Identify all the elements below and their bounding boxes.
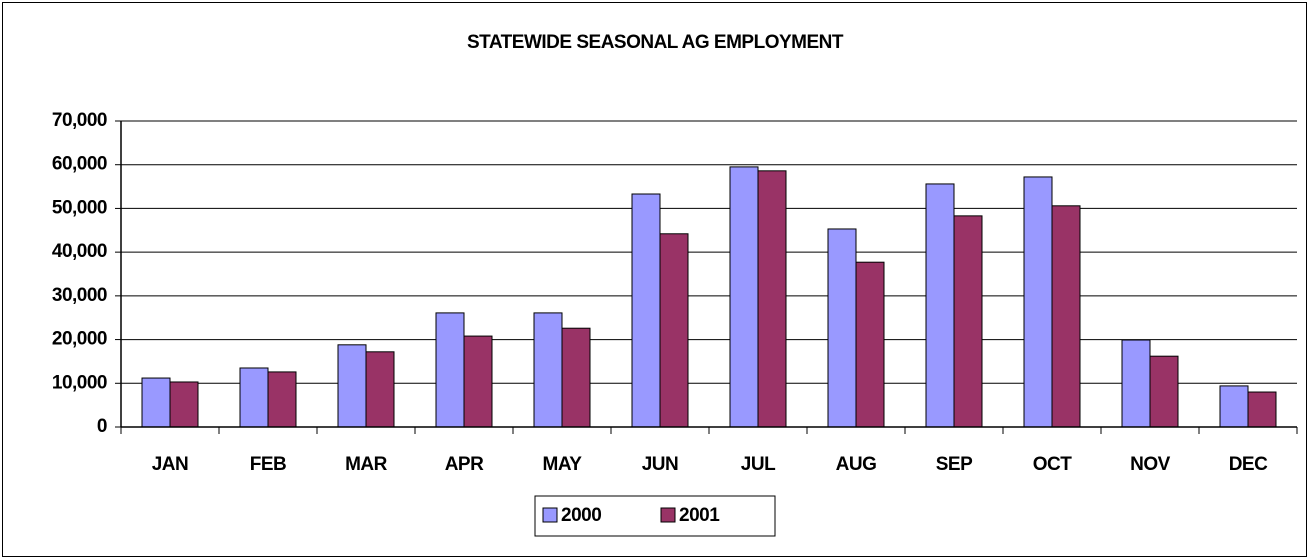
bar — [561, 327, 591, 428]
bar — [827, 228, 857, 428]
bar — [1247, 391, 1277, 428]
x-tick-label: DEC — [1229, 454, 1268, 475]
legend-swatch — [542, 507, 558, 523]
bar — [337, 344, 367, 428]
x-tick-label: MAY — [543, 454, 583, 475]
y-tick-label: 20,000 — [52, 329, 107, 350]
bar — [1121, 339, 1151, 428]
y-tick-label: 30,000 — [52, 285, 107, 306]
legend-box — [534, 495, 776, 537]
x-tick-label: OCT — [1033, 454, 1073, 475]
bar — [953, 215, 983, 428]
bar — [925, 183, 955, 428]
x-tick-label: APR — [445, 454, 484, 475]
y-tick-label: 0 — [97, 416, 107, 437]
bar — [435, 312, 465, 428]
x-tick-label: JUN — [642, 454, 679, 475]
bar — [1219, 385, 1249, 428]
bar — [1051, 205, 1081, 428]
x-tick-label: JAN — [152, 454, 189, 475]
x-tick-label: JUL — [741, 454, 776, 475]
chart-title: STATEWIDE SEASONAL AG EMPLOYMENT — [467, 32, 844, 53]
bar — [365, 351, 395, 428]
bar — [169, 381, 199, 428]
bar — [757, 170, 787, 428]
bar — [267, 371, 297, 428]
bar — [239, 367, 269, 428]
legend-swatch — [660, 507, 676, 523]
bar — [631, 193, 661, 428]
legend-label: 2000 — [561, 505, 601, 526]
bar — [659, 233, 689, 428]
y-tick-label: 50,000 — [52, 197, 107, 218]
bar — [533, 312, 563, 428]
bar — [1149, 355, 1179, 428]
bar — [729, 166, 759, 428]
bar — [1023, 176, 1053, 428]
y-tick-label: 10,000 — [52, 372, 107, 393]
x-tick-label: FEB — [250, 454, 287, 475]
bar — [463, 335, 493, 428]
y-tick-label: 40,000 — [52, 241, 107, 262]
bar — [141, 377, 171, 428]
y-tick-label: 70,000 — [52, 110, 107, 131]
x-tick-label: MAR — [345, 454, 388, 475]
y-tick-label: 60,000 — [52, 154, 107, 175]
x-tick-label: SEP — [936, 454, 973, 475]
x-tick-label: NOV — [1130, 454, 1171, 475]
x-tick-label: AUG — [836, 454, 877, 475]
legend-label: 2001 — [679, 505, 720, 526]
bar — [855, 261, 885, 428]
